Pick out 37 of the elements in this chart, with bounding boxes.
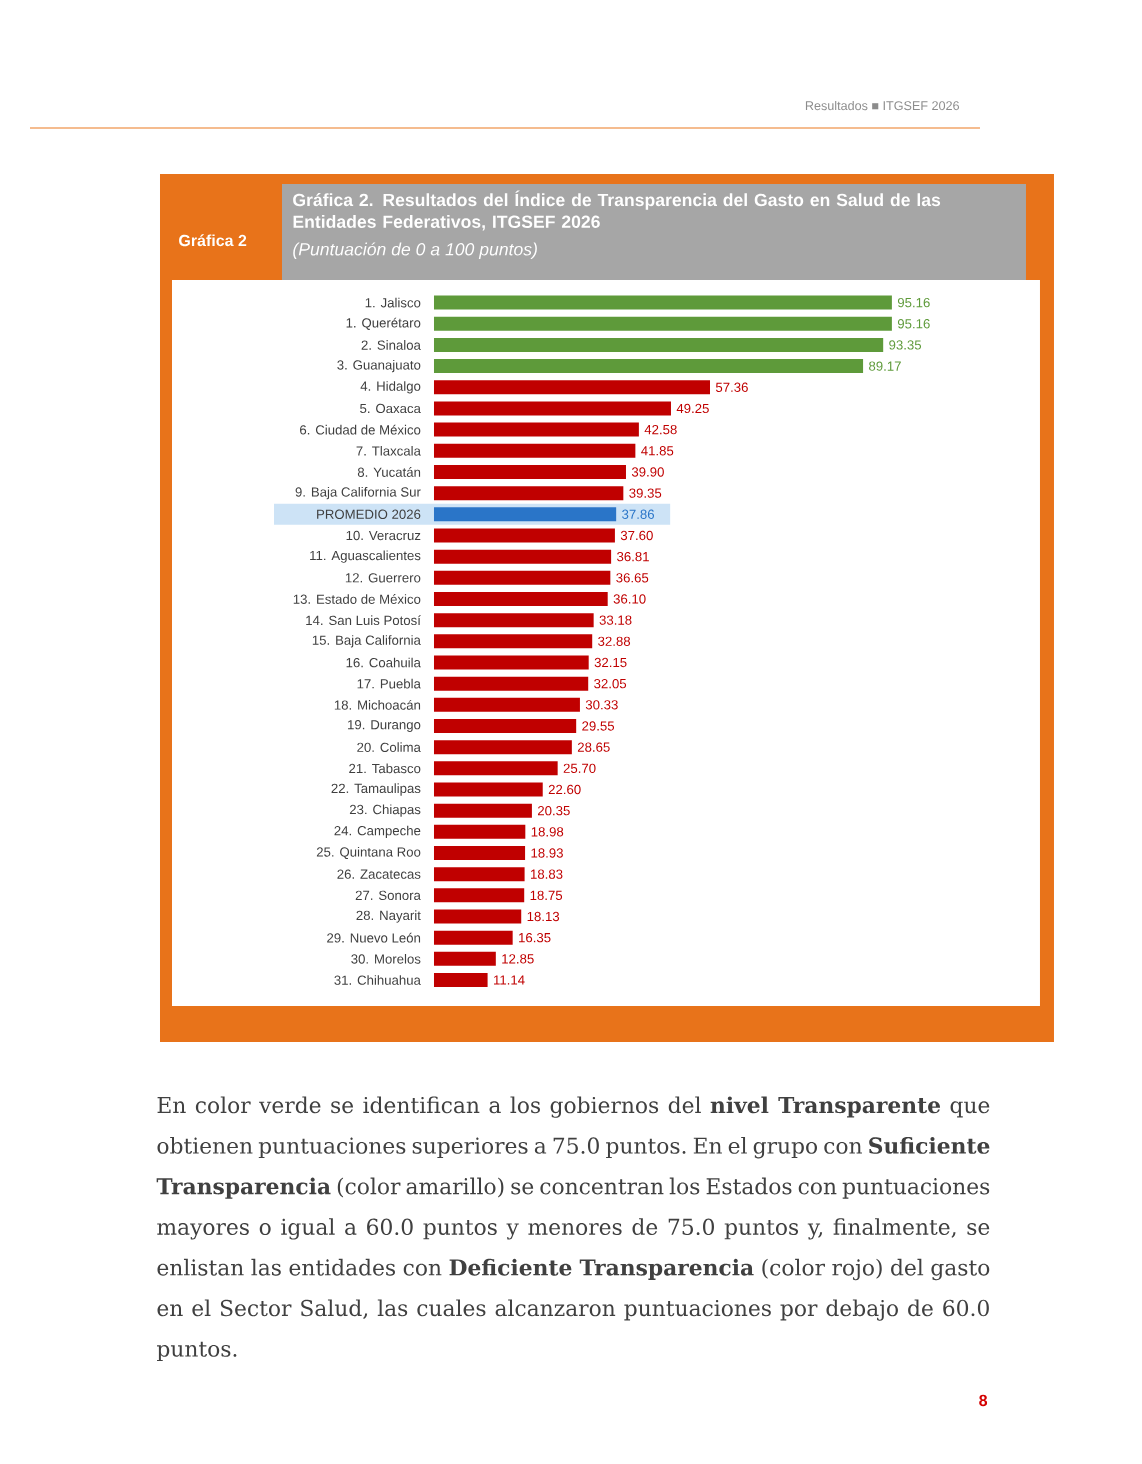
bar (433, 337, 884, 352)
bar (433, 824, 526, 839)
bar (433, 846, 526, 860)
bar (433, 951, 496, 966)
bar (433, 803, 532, 818)
chart-title: Gráfica 2. Resultados del Índice de Transparencia del Gasto en Salud de las Entidades Federativos, ITGSEF 2026 (293, 190, 941, 231)
bar (433, 655, 589, 670)
bar (433, 867, 525, 882)
bar (433, 570, 611, 585)
bar (433, 782, 543, 797)
bar (433, 464, 626, 479)
bar (433, 507, 617, 522)
bar (433, 295, 892, 310)
bar (433, 443, 636, 458)
bar (433, 380, 710, 395)
bar (433, 401, 671, 416)
bar (433, 528, 615, 543)
bar (433, 740, 572, 755)
bar (433, 909, 522, 924)
bar (433, 676, 589, 691)
bar (433, 549, 612, 564)
bar (433, 973, 488, 988)
bar (433, 930, 513, 945)
text: Gráfica 2 (179, 234, 247, 247)
text: En color verde se identifican a los gobiernos del nivel Transparente que obtienen puntuaciones superiores a 75.0 puntos. En el grupo con Suficiente Transparencia (color amarillo) se concentran los Estados con puntuaciones mayores o igual a 60.0 puntos y menores de 75.0 puntos y, finalmente, se enlistan las entidades con Deficiente Transparencia (color rojo) del gasto en el Sector Salud, las cuales alcanzaron puntuaciones por debajo de 60.0 puntos. (156, 1096, 990, 1362)
bar (433, 359, 864, 374)
bar (433, 718, 577, 733)
bar (433, 761, 558, 776)
bar (433, 634, 593, 649)
bar (433, 888, 525, 903)
bar (433, 316, 892, 331)
bar (433, 697, 580, 712)
bar (433, 591, 608, 606)
text: 8 (979, 1394, 988, 1407)
chart-subtitle: (Puntuación de 0 a 100 puntos) (293, 242, 537, 259)
bar (433, 613, 594, 628)
bar (433, 422, 639, 437)
